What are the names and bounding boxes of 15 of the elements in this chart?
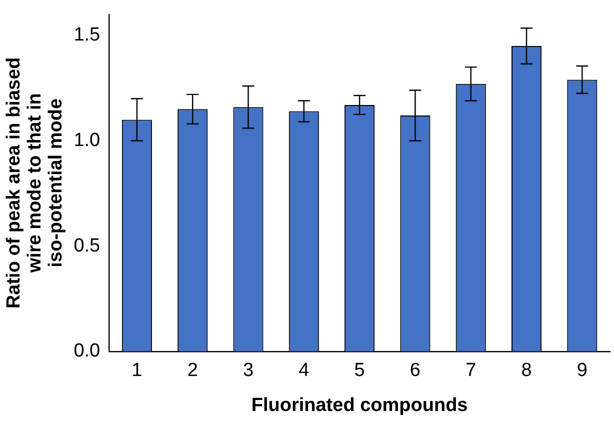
x-tick-label: 2 xyxy=(187,360,198,382)
y-axis-title: Ratio of peak area in biased wire mode to that in iso-potential mode xyxy=(4,57,66,309)
y-tick-label: 0.0 xyxy=(74,340,100,362)
y-tick-label: 1.5 xyxy=(74,24,100,46)
y-tick-label: 0.5 xyxy=(74,235,100,256)
x-tick-label: 9 xyxy=(576,360,588,382)
x-tick-label: 8 xyxy=(521,360,532,382)
x-tick-label: 6 xyxy=(410,360,420,382)
x-tick-label: 3 xyxy=(242,360,254,382)
x-tick-label: 1 xyxy=(132,360,142,382)
x-tick-label: 4 xyxy=(298,360,310,382)
y-tick-label: 1.0 xyxy=(74,130,100,152)
x-axis-title: Fluorinated compounds xyxy=(251,394,468,416)
x-tick-label: 7 xyxy=(466,360,476,382)
x-tick-label: 5 xyxy=(354,360,365,382)
